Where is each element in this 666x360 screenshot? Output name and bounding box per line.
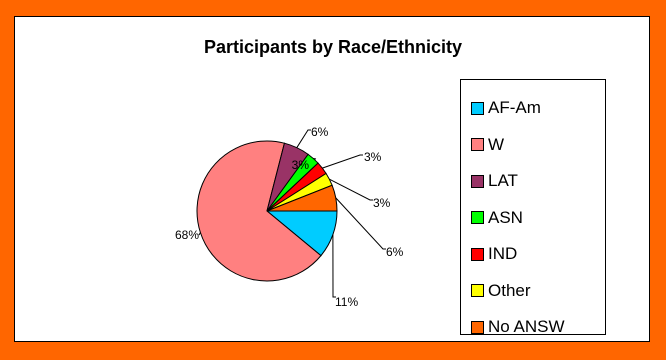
legend-label: LAT (488, 171, 518, 191)
data-label: 68% (175, 228, 199, 242)
data-label: 6% (386, 245, 404, 259)
legend-swatch (471, 284, 484, 298)
leader-line (322, 154, 363, 169)
legend-label: ASN (488, 207, 523, 227)
legend-swatch (471, 174, 484, 188)
data-label: 3% (292, 158, 310, 172)
legend-item: IND (471, 236, 605, 273)
legend-label: No ANSW (488, 317, 565, 337)
legend-swatch (471, 211, 484, 225)
legend-swatch (471, 138, 484, 152)
data-label: 3% (373, 196, 391, 210)
pie-chart: 11% 68% 6% 3% 3% 3% 6% (175, 125, 404, 309)
legend-item: Other (471, 273, 605, 310)
chart-frame: Participants by Race/Ethnicity 11% 68% 6% 3… (14, 16, 650, 342)
leader-line (329, 178, 373, 201)
data-label: 3% (364, 150, 382, 164)
legend-item: AF-Am (471, 90, 605, 127)
legend-item: W (471, 127, 605, 164)
pie-slice-w (196, 140, 322, 282)
data-label: 6% (311, 125, 329, 139)
legend-item: No ANSW (471, 309, 605, 346)
legend-item: ASN (471, 200, 605, 237)
legend-label: W (488, 134, 505, 154)
legend-label: IND (488, 244, 518, 264)
chart-legend: AF-Am W LAT ASN IND Other No ANSW (460, 79, 606, 336)
legend-swatch (471, 247, 484, 261)
legend-label: Other (488, 280, 531, 300)
leader-line (335, 197, 386, 250)
legend-swatch (471, 101, 484, 115)
leader-line (296, 129, 311, 148)
legend-label: AF-Am (488, 98, 541, 118)
data-label: 11% (335, 295, 358, 309)
legend-swatch (471, 320, 484, 334)
leader-line (198, 232, 201, 236)
pie-slice-no-answ (266, 184, 338, 212)
legend-item: LAT (471, 163, 605, 200)
leader-line (332, 234, 336, 298)
chart-title: Participants by Race/Ethnicity (203, 37, 463, 57)
leader-line (313, 158, 317, 160)
